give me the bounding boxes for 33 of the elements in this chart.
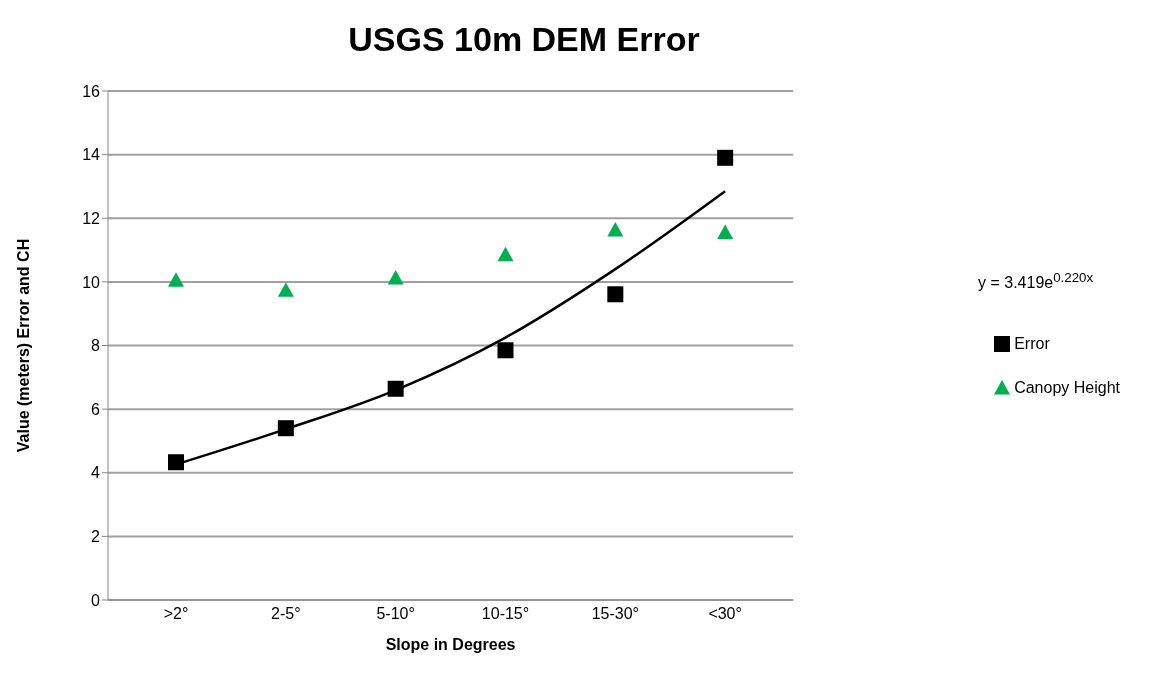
y-tick-label: 8 [91,337,101,355]
y-tick-label: 14 [82,146,101,164]
x-tick-label: 5-10° [376,605,415,623]
point [607,222,624,237]
y-axis-title: Value (meters) Error and CH [14,238,32,453]
y-tick-label: 10 [82,273,101,291]
y-tick-label: 2 [91,528,101,546]
point [387,380,404,397]
legend-label: Canopy Height [1014,379,1120,397]
y-tick-label: 0 [91,591,101,609]
y-tick-label: 4 [91,464,101,482]
point [497,246,514,262]
legend-label: Error [1014,335,1050,353]
y-tick-label: 6 [91,400,101,418]
x-tick-label: 10-15° [481,605,530,623]
chart-title: USGS 10m DEM Error [347,20,701,59]
point [497,342,514,359]
point [168,454,184,471]
x-tick-label: 2-5° [271,605,301,623]
point [717,149,734,166]
x-tick-label: <30° [708,605,742,623]
point [277,420,294,437]
point [607,286,624,303]
x-axis-title: Slope in Degrees [385,636,516,653]
point [277,282,294,297]
y-tick-label: 12 [82,209,101,227]
x-tick-label: 15-30° [591,605,639,623]
x-tick-label: >2° [163,605,189,623]
text: y = 3.419e$^{0.220x}$ [978,270,1094,293]
point [387,270,404,285]
y-tick-label: 16 [82,82,101,100]
point [168,272,184,287]
point [717,224,734,239]
